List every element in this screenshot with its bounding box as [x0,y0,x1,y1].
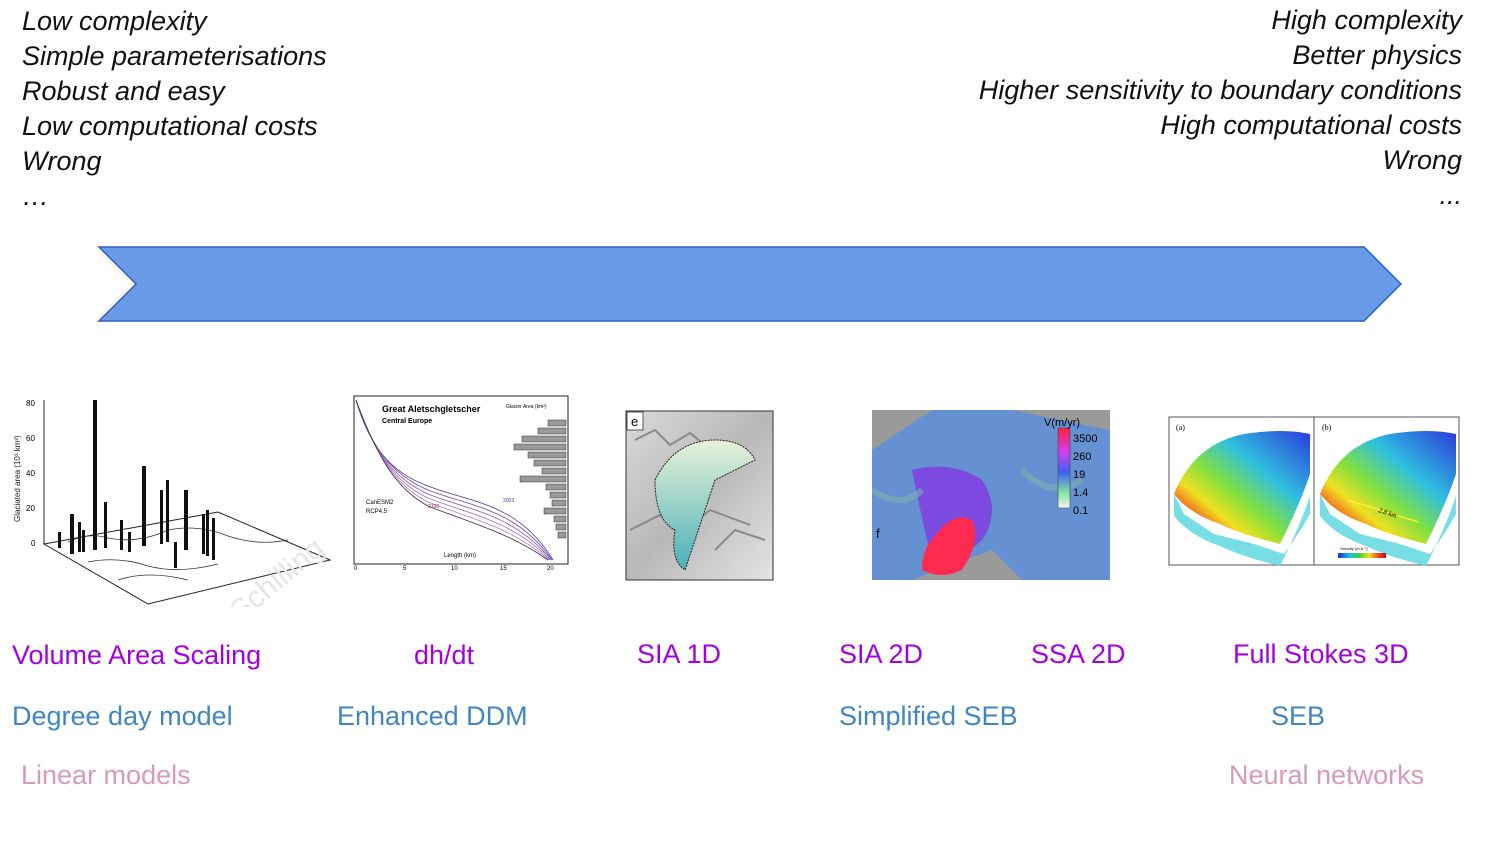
year-2100-label: 2100 [428,504,439,510]
y-tick: 20 [26,504,35,513]
trait-text: Wrong [1382,145,1462,175]
velocity-label: Velocity (m a⁻¹) [1340,546,1368,551]
legend-tick: 19 [1073,469,1085,481]
arrow-shape [97,246,1403,322]
label-full-stokes-3d: Full Stokes 3D [1233,639,1409,669]
x-tick: 0 [354,566,358,572]
label-sia-1d: SIA 1D [637,639,722,669]
trait-text: Simple parameterisations [22,41,327,71]
label-neural-networks: Neural networks [1229,760,1425,790]
trait-text: Low computational costs [22,111,318,141]
panel-letter: e [631,414,638,429]
label-dh-dt: dh/dt [414,640,475,670]
trait-text: Better physics [1292,40,1462,70]
label-sia-2d: SIA 2D [839,639,924,669]
x-tick: 5 [403,566,407,572]
complexity-arrow [97,246,1403,322]
trait-text: High computational costs [1160,110,1462,140]
stokes-figure: (a) (b) 2.8 km Velocity (m a⁻¹) [1168,416,1460,566]
label-degree-day-model: Degree day model [12,701,233,731]
legend-tick: 3500 [1073,433,1097,445]
vas-figure: Glaciated area (10³ km²) 80 60 40 20 0 S… [8,392,338,607]
panel-a-label: (a) [1176,423,1185,432]
y-axis-label: Glaciated area (10³ km²) [13,435,22,522]
label-volume-area-scaling: Volume Area Scaling [12,640,262,670]
glacier-area-label: Glacier Area (km²) [506,404,547,410]
x-axis-label: Length (km) [444,553,476,559]
y-tick: 40 [26,469,35,478]
high-complexity-traits: High complexity Better physics Higher se… [979,3,1462,213]
legend-title: V(m/yr) [1044,417,1080,429]
year-2003-label: 2003 [503,498,514,504]
panel-letter: f [876,526,880,541]
label-enhanced-ddm: Enhanced DDM [337,701,528,731]
legend-tick: 260 [1073,451,1091,463]
scenario-label: RCP4.5 [366,509,388,515]
x-tick: 10 [451,566,458,572]
legend-tick: 1.4 [1073,487,1088,499]
plot-title: Great Aletschgletscher [382,404,481,414]
label-ssa-2d: SSA 2D [1031,639,1126,669]
dhdt-figure: Great Aletschgletscher Central Europe Gl… [348,392,570,572]
trait-text: … [22,181,49,211]
x-tick: 20 [547,566,554,572]
trait-text: ... [1439,180,1462,210]
trait-text: Wrong [22,146,102,176]
y-tick: 80 [26,399,35,408]
trait-text: Low complexity [22,6,207,36]
label-linear-models: Linear models [21,760,191,790]
y-tick: 0 [31,539,36,548]
trait-text: Higher sensitivity to boundary condition… [978,75,1462,105]
plot-subtitle: Central Europe [382,418,432,425]
x-tick: 15 [500,566,507,572]
low-complexity-traits: Low complexity Simple parameterisations … [22,4,327,214]
label-seb: SEB [1271,701,1326,731]
trait-text: Robust and easy [22,76,225,106]
sia1d-figure: e [625,410,775,582]
y-tick: 60 [26,434,35,443]
model-label: CanESM2 [366,500,394,506]
sia2d-figure: V(m/yr) 3500 260 19 1.4 0.1 f [872,410,1110,580]
panel-b-label: (b) [1322,423,1332,432]
legend-tick: 0.1 [1073,505,1088,517]
trait-text: High complexity [1271,5,1462,35]
label-simplified-seb: Simplified SEB [839,701,1018,731]
